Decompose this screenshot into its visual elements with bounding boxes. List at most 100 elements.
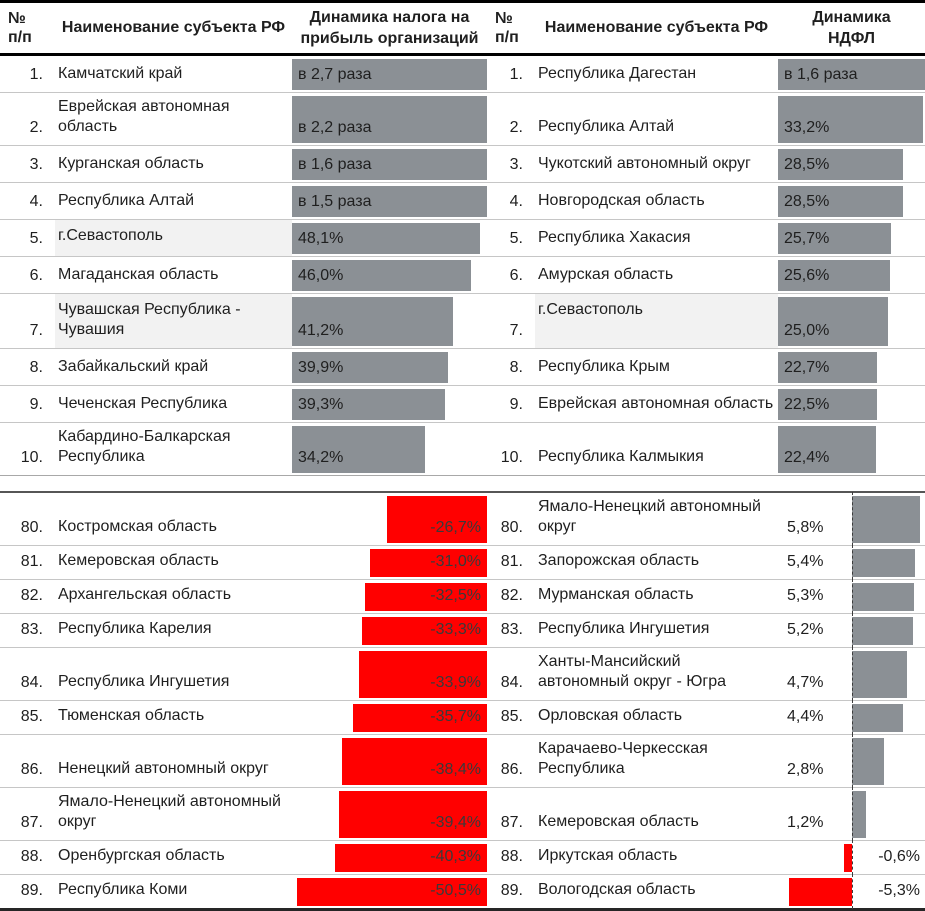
value-bar [778, 259, 891, 291]
rank-cell: 1. [29, 66, 43, 83]
value-cell: 33,2% [778, 93, 925, 145]
rank-cell: 84. [500, 674, 523, 691]
value-label: -39,4% [430, 814, 481, 831]
value-cell: 28,5% [778, 183, 925, 219]
rank-cell: 4. [29, 193, 43, 210]
rank-cell: 80. [20, 519, 43, 536]
region-name: Костромская область [58, 518, 217, 535]
value-label: 25,6% [784, 267, 830, 284]
region-name: Республика Хакасия [538, 229, 691, 246]
value-bar [370, 548, 487, 577]
region-name: Республика Алтай [538, 118, 675, 135]
value-cell: в 1,6 раза [778, 56, 925, 92]
region-name: Амурская область [538, 266, 674, 283]
rank-cell: 6. [29, 267, 43, 284]
value-cell: -38,4% [292, 735, 487, 787]
region-name: Чувашская Республика - Чувашия [55, 294, 292, 348]
header-rank-left: № п/п [0, 3, 55, 53]
value-label: -32,5% [430, 587, 481, 604]
value-label: -26,7% [430, 519, 481, 536]
region-name: Республика Калмыкия [538, 448, 704, 465]
value-bar [292, 58, 487, 90]
value-cell: 22,5% [778, 386, 925, 422]
value-cell: -31,0% [292, 546, 487, 579]
value-label: в 1,6 раза [298, 156, 372, 173]
header-metric-ndfl: Динамика НДФЛ [778, 3, 925, 53]
table-row: 81. Кемеровская область -31,0% 81. Запорожск… [0, 545, 925, 580]
value-bar [338, 790, 487, 838]
table-row: 88. Оренбургская область -40,3% 88. Иркутска… [0, 840, 925, 875]
value-label: в 1,5 раза [298, 193, 372, 210]
value-bar [778, 58, 925, 90]
value-label: -50,5% [430, 882, 481, 899]
region-name: Карачаево-Черкесская Республика [538, 740, 708, 777]
rank-cell: 6. [509, 267, 523, 284]
table-row: 4. Республика Алтай в 1,5 раза 4. Новгородск… [0, 182, 925, 219]
value-label: в 2,2 раза [298, 119, 372, 136]
rank-cell: 3. [29, 156, 43, 173]
value-bar [352, 703, 487, 732]
rank-cell: 2. [29, 119, 43, 136]
region-name: Республика Крым [538, 358, 670, 375]
value-cell: 4,4% [778, 700, 925, 735]
value-bar [292, 95, 487, 143]
region-name: Чеченская Республика [58, 395, 228, 412]
value-cell: 34,2% [292, 423, 487, 475]
value-label: 5,8% [787, 519, 824, 536]
region-name: Ямало-Ненецкий автономный округ [58, 793, 281, 830]
value-bar [851, 790, 866, 838]
region-name: г.Севастополь [535, 294, 778, 348]
table-row: 9. Чеченская Республика 39,3% 9. Еврейская а… [0, 385, 925, 422]
region-name: Кемеровская область [58, 552, 219, 569]
region-name: г.Севастополь [55, 220, 292, 256]
region-name: Тюменская область [58, 707, 205, 724]
value-cell: 46,0% [292, 257, 487, 293]
value-cell: 39,3% [292, 386, 487, 422]
region-name: Запорожская область [538, 552, 700, 569]
region-name: Курганская область [58, 155, 204, 172]
region-name: Еврейская автономная область [538, 395, 774, 412]
rank-cell: 5. [29, 230, 43, 247]
rank-cell: 10. [500, 449, 523, 466]
value-cell: 25,0% [778, 294, 925, 348]
rank-cell: 89. [20, 882, 43, 899]
value-bar [851, 703, 904, 732]
header-metric-profit-tax-label: Динамика налога на прибыль организаций [300, 9, 479, 47]
value-bar [789, 877, 852, 906]
rank-cell: 81. [20, 553, 43, 570]
value-bar [292, 259, 472, 291]
region-name: Кемеровская область [538, 813, 699, 830]
value-cell: в 2,2 раза [292, 93, 487, 145]
value-cell: 5,2% [778, 613, 925, 648]
table-row: 6. Магаданская область 46,0% 6. Амурская обл… [0, 256, 925, 293]
region-name: Архангельская область [58, 586, 232, 603]
value-cell: -50,5% [292, 875, 487, 908]
header-region-left: Наименование субъекта РФ [55, 3, 292, 53]
rank-cell: 85. [500, 708, 523, 725]
value-cell: 5,3% [778, 579, 925, 614]
rank-cell: 9. [509, 396, 523, 413]
value-cell: 4,7% [778, 647, 925, 701]
value-bar [851, 582, 914, 611]
rank-cell: 89. [500, 882, 523, 899]
value-cell: 25,7% [778, 220, 925, 256]
value-label: 25,0% [784, 322, 830, 339]
value-cell: 41,2% [292, 294, 487, 348]
rank-cell: 8. [509, 359, 523, 376]
region-name: Республика Дагестан [538, 65, 697, 82]
value-label: в 1,6 раза [784, 66, 858, 83]
value-bar [778, 388, 877, 420]
rank-cell: 10. [20, 449, 43, 466]
rank-cell: 9. [29, 396, 43, 413]
top10-section: 1. Камчатский край в 2,7 раза 1. Республика … [0, 56, 925, 476]
rank-cell: 87. [20, 814, 43, 831]
value-label: 5,4% [787, 553, 824, 570]
value-label: -33,9% [430, 674, 481, 691]
value-bar [292, 296, 453, 346]
value-label: 22,7% [784, 359, 830, 376]
rank-cell: 7. [29, 322, 43, 339]
value-bar [778, 351, 878, 383]
header-rank-right: № п/п [487, 3, 535, 53]
value-label: 25,7% [784, 230, 830, 247]
table-row: 87. Ямало-Ненецкий автономный округ -39,4%… [0, 787, 925, 841]
